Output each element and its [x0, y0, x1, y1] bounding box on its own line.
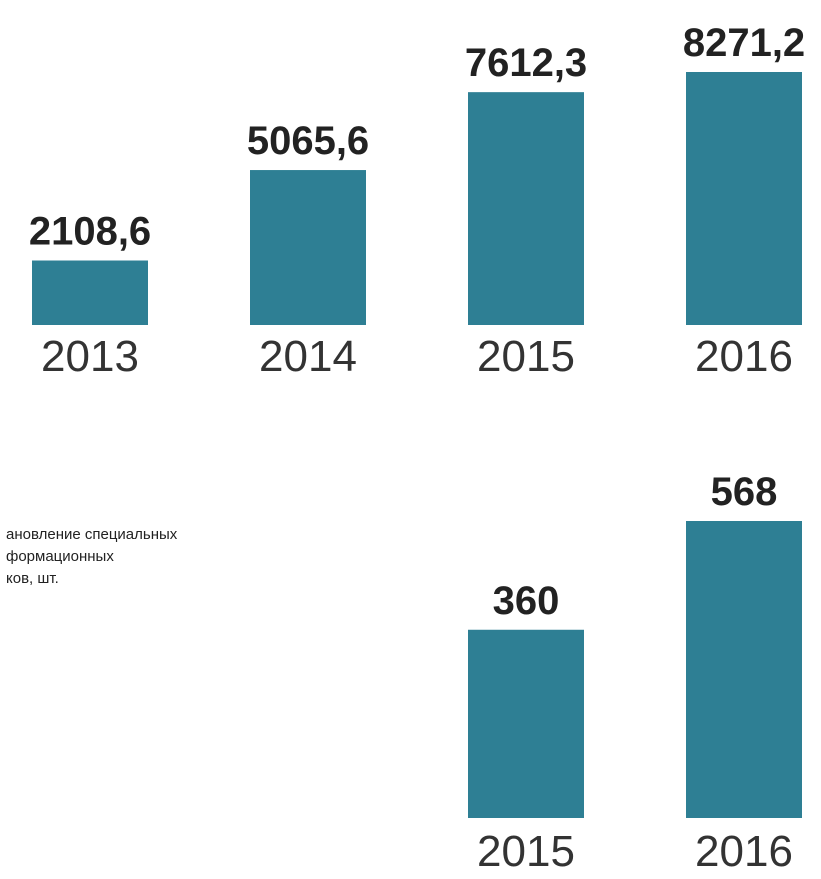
x-tick-label: 2016	[695, 332, 793, 381]
value-label: 568	[711, 470, 778, 514]
bar	[686, 72, 802, 325]
x-tick-label: 2013	[41, 332, 139, 381]
x-tick-label: 2015	[477, 332, 575, 381]
bar	[32, 260, 148, 325]
chart-title: формационных	[6, 548, 114, 565]
x-tick-label: 2015	[477, 827, 575, 876]
value-label: 8271,2	[683, 21, 805, 65]
bar	[468, 92, 584, 325]
bar	[468, 629, 584, 818]
chart-title: ков, шт.	[6, 570, 59, 587]
bar	[250, 170, 366, 325]
value-label: 2108,6	[29, 210, 151, 254]
value-label: 7612,3	[465, 41, 587, 85]
bar	[686, 521, 802, 818]
x-tick-label: 2014	[259, 332, 357, 381]
value-label: 360	[493, 579, 560, 623]
value-label: 5065,6	[247, 119, 369, 163]
x-tick-label: 2016	[695, 827, 793, 876]
chart-title: ановление специальных	[6, 526, 178, 543]
